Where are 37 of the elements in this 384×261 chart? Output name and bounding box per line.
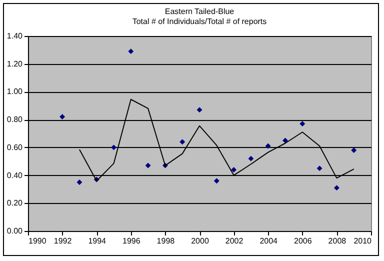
x-tick-label: 2002 [225,236,244,246]
x-tick-label: 2008 [328,236,347,246]
point [145,162,151,168]
point [111,144,116,150]
point [180,139,186,145]
point [300,121,306,126]
point [282,138,288,144]
y-tick-label: 0.00 [6,226,24,236]
x-tick-label: 1992 [54,236,72,246]
point [334,185,340,191]
x-tick-label: 2000 [191,236,210,246]
point [316,166,322,172]
y-tick-label: 1.40 [6,32,24,40]
x-tick-label: 1994 [88,236,107,246]
x-tick-label: 2010 [354,236,372,246]
y-tick-label: 0.80 [6,115,24,124]
x-tick-label: 2004 [260,236,278,246]
point [60,114,66,120]
point [76,180,82,185]
x-tick-label: 1990 [28,236,47,246]
point [196,107,202,113]
y-tick-label: 0.20 [6,198,24,208]
y-tick-label: 0.60 [6,142,24,152]
point [351,147,357,153]
x-tick-label: 1996 [122,236,141,246]
x-tick-label: 1998 [156,236,176,246]
point [265,143,271,149]
point [231,166,237,172]
y-tick-label: 1.00 [6,87,24,96]
chart-title: Eastern Tailed-Blue [164,7,235,16]
chart-subtitle: Total # of Individuals/Total # of reports [132,17,267,26]
point [128,48,134,54]
y-tick-label: 0.40 [6,170,24,180]
point [248,156,254,162]
y-tick-label: 1.20 [6,59,24,68]
x-tick-label: 2006 [294,236,312,246]
point [214,178,220,184]
